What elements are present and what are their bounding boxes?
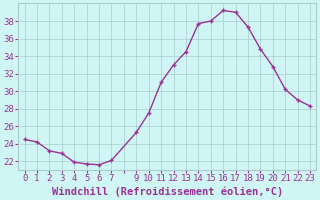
- X-axis label: Windchill (Refroidissement éolien,°C): Windchill (Refroidissement éolien,°C): [52, 186, 283, 197]
